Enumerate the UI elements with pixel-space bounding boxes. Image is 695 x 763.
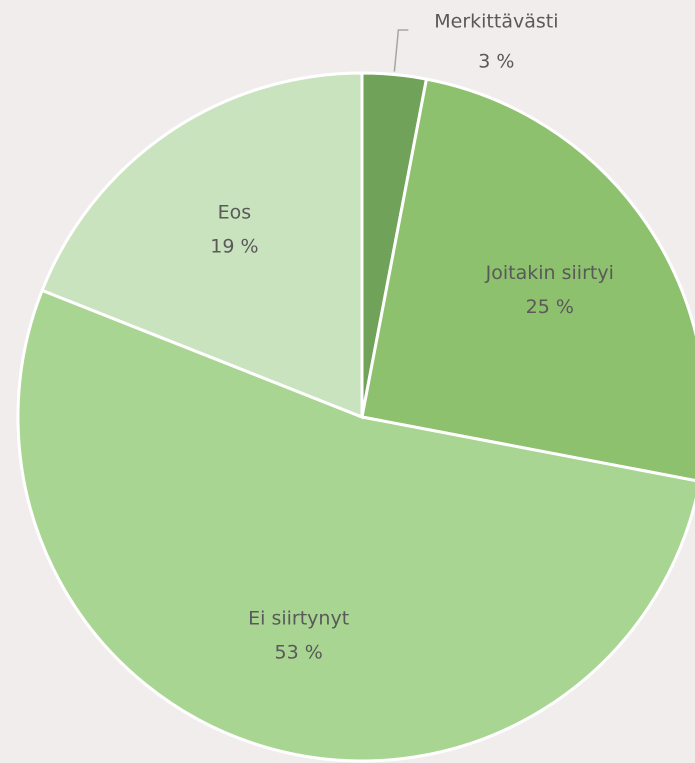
slice-label: Joitakin siirtyi bbox=[485, 262, 614, 284]
pie-slice bbox=[40, 71, 364, 420]
slice-value-label: 19 % bbox=[210, 236, 258, 258]
slice-value-label: 53 % bbox=[275, 642, 323, 664]
slice-label: Eos bbox=[218, 202, 252, 224]
slice-value-label: 3 % bbox=[478, 51, 514, 73]
slice-value-label: 25 % bbox=[526, 296, 574, 318]
pie-slice bbox=[16, 288, 695, 763]
pie-slice bbox=[360, 77, 695, 483]
leader-line bbox=[393, 29, 409, 72]
slice-label: Ei siirtynyt bbox=[248, 608, 349, 630]
slice-label: Merkittävästi bbox=[434, 11, 558, 33]
